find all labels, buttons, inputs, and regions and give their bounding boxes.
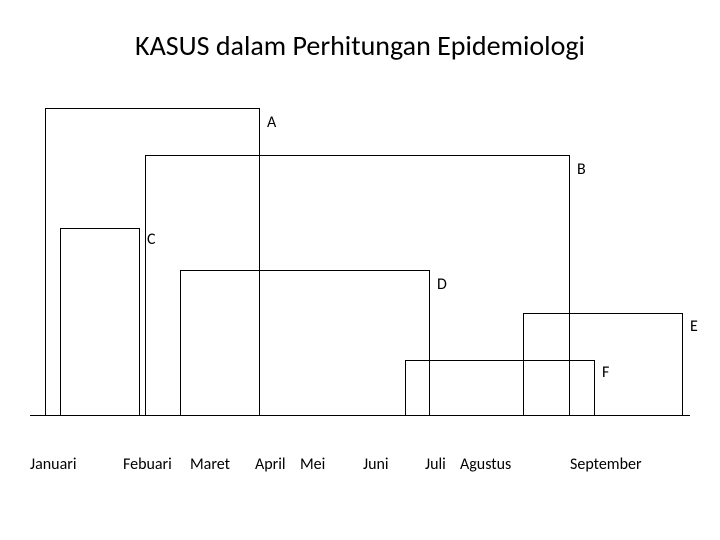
bar-label-e: E <box>690 317 698 336</box>
month-juni: Juni <box>363 455 389 474</box>
month-febuari: Febuari <box>123 455 172 474</box>
bar-label-f: F <box>602 363 609 382</box>
bar-label-b: B <box>577 160 586 179</box>
baseline <box>30 415 690 416</box>
bar-label-a: A <box>267 113 276 132</box>
bar-f <box>405 360 595 415</box>
month-april: April <box>255 455 286 474</box>
month-mei: Mei <box>300 455 325 474</box>
month-september: September <box>570 455 642 474</box>
month-juli: Juli <box>425 455 446 474</box>
month-januari: Januari <box>30 455 77 474</box>
bar-label-d: D <box>437 275 447 294</box>
month-agustus: Agustus <box>460 455 511 474</box>
bar-d <box>180 270 430 415</box>
month-maret: Maret <box>190 455 230 474</box>
bar-label-c: C <box>147 230 156 249</box>
bar-c <box>60 228 140 415</box>
page-title: KASUS dalam Perhitungan Epidemiologi <box>0 28 720 63</box>
timeline-chart: ABCDEFJanuariFebuariMaretAprilMeiJuniJul… <box>30 100 690 440</box>
